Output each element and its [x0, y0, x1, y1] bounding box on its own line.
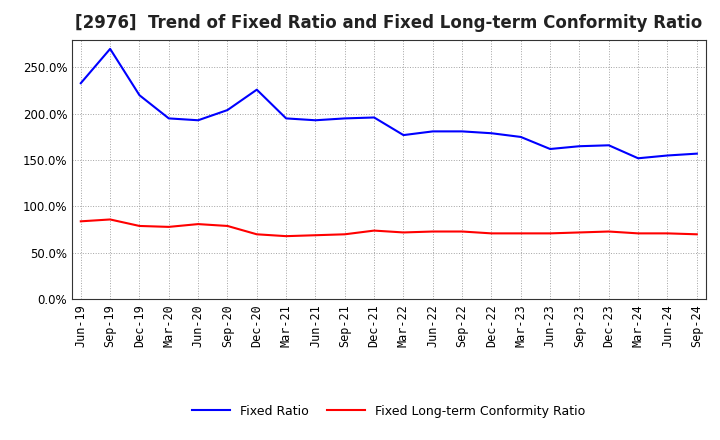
Fixed Long-term Conformity Ratio: [693, 231, 701, 237]
Fixed Long-term Conformity Ratio: [135, 224, 144, 229]
Fixed Ratio: [341, 116, 349, 121]
Fixed Long-term Conformity Ratio: [223, 224, 232, 229]
Fixed Long-term Conformity Ratio: [76, 219, 85, 224]
Fixed Ratio: [311, 117, 320, 123]
Title: [2976]  Trend of Fixed Ratio and Fixed Long-term Conformity Ratio: [2976] Trend of Fixed Ratio and Fixed Lo…: [75, 15, 703, 33]
Fixed Long-term Conformity Ratio: [164, 224, 173, 230]
Fixed Ratio: [282, 116, 290, 121]
Fixed Long-term Conformity Ratio: [282, 234, 290, 239]
Fixed Ratio: [194, 117, 202, 123]
Fixed Ratio: [575, 143, 584, 149]
Fixed Long-term Conformity Ratio: [458, 229, 467, 234]
Line: Fixed Long-term Conformity Ratio: Fixed Long-term Conformity Ratio: [81, 220, 697, 236]
Fixed Long-term Conformity Ratio: [341, 231, 349, 237]
Fixed Long-term Conformity Ratio: [516, 231, 525, 236]
Fixed Long-term Conformity Ratio: [663, 231, 672, 236]
Fixed Ratio: [135, 92, 144, 98]
Fixed Long-term Conformity Ratio: [605, 229, 613, 234]
Fixed Ratio: [164, 116, 173, 121]
Fixed Long-term Conformity Ratio: [399, 230, 408, 235]
Fixed Long-term Conformity Ratio: [487, 231, 496, 236]
Fixed Long-term Conformity Ratio: [546, 231, 554, 236]
Fixed Ratio: [223, 107, 232, 113]
Fixed Ratio: [399, 132, 408, 138]
Fixed Ratio: [693, 151, 701, 156]
Fixed Long-term Conformity Ratio: [106, 217, 114, 222]
Fixed Ratio: [487, 131, 496, 136]
Fixed Ratio: [605, 143, 613, 148]
Fixed Long-term Conformity Ratio: [575, 230, 584, 235]
Legend: Fixed Ratio, Fixed Long-term Conformity Ratio: Fixed Ratio, Fixed Long-term Conformity …: [192, 404, 585, 418]
Fixed Ratio: [546, 147, 554, 152]
Fixed Long-term Conformity Ratio: [428, 229, 437, 234]
Fixed Ratio: [76, 81, 85, 86]
Fixed Ratio: [663, 153, 672, 158]
Fixed Ratio: [106, 46, 114, 51]
Fixed Ratio: [370, 115, 379, 120]
Fixed Ratio: [458, 129, 467, 134]
Fixed Long-term Conformity Ratio: [253, 231, 261, 237]
Line: Fixed Ratio: Fixed Ratio: [81, 49, 697, 158]
Fixed Long-term Conformity Ratio: [311, 233, 320, 238]
Fixed Ratio: [516, 134, 525, 139]
Fixed Ratio: [253, 87, 261, 92]
Fixed Long-term Conformity Ratio: [194, 221, 202, 227]
Fixed Ratio: [634, 156, 642, 161]
Fixed Long-term Conformity Ratio: [634, 231, 642, 236]
Fixed Long-term Conformity Ratio: [370, 228, 379, 233]
Fixed Ratio: [428, 129, 437, 134]
